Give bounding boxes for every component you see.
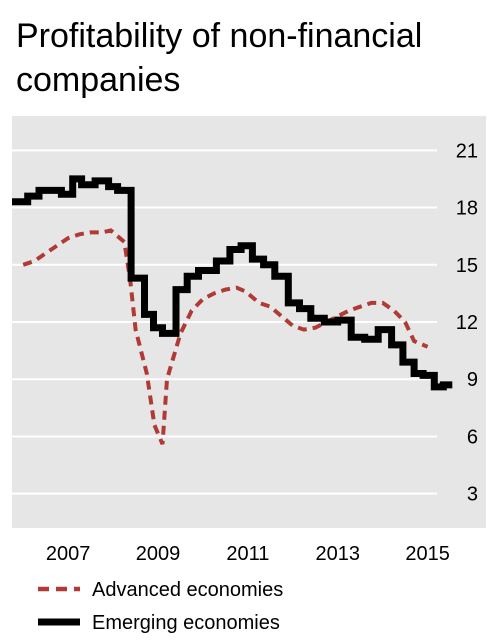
legend-label-advanced: Advanced economies bbox=[92, 579, 283, 601]
x-tick-label: 2011 bbox=[226, 543, 269, 565]
series-line-emerging bbox=[12, 175, 453, 391]
y-axis-ticks: 3 6 9 12 15 18 21 bbox=[456, 140, 478, 505]
y-tick-label: 3 bbox=[467, 484, 478, 506]
y-tick-label: 21 bbox=[456, 140, 478, 162]
x-tick-label: 2015 bbox=[405, 543, 450, 565]
x-axis-ticks: 2007 2009 2011 2013 2015 bbox=[46, 543, 450, 565]
legend: Advanced economies Emerging economies bbox=[38, 579, 283, 634]
y-tick-label: 15 bbox=[456, 255, 478, 277]
chart-title: Profitability of non-financial companies bbox=[16, 17, 423, 99]
y-tick-label: 6 bbox=[467, 426, 478, 448]
y-tick-label: 12 bbox=[456, 312, 478, 334]
series-layer bbox=[12, 175, 453, 445]
x-tick-label: 2013 bbox=[315, 543, 360, 565]
y-tick-label: 18 bbox=[456, 198, 478, 220]
x-tick-label: 2009 bbox=[136, 543, 181, 565]
y-tick-label: 9 bbox=[467, 369, 478, 391]
legend-label-emerging: Emerging economies bbox=[92, 612, 280, 634]
gridlines bbox=[12, 149, 437, 495]
series-line-advanced bbox=[22, 228, 429, 445]
x-tick-label: 2007 bbox=[46, 543, 91, 565]
